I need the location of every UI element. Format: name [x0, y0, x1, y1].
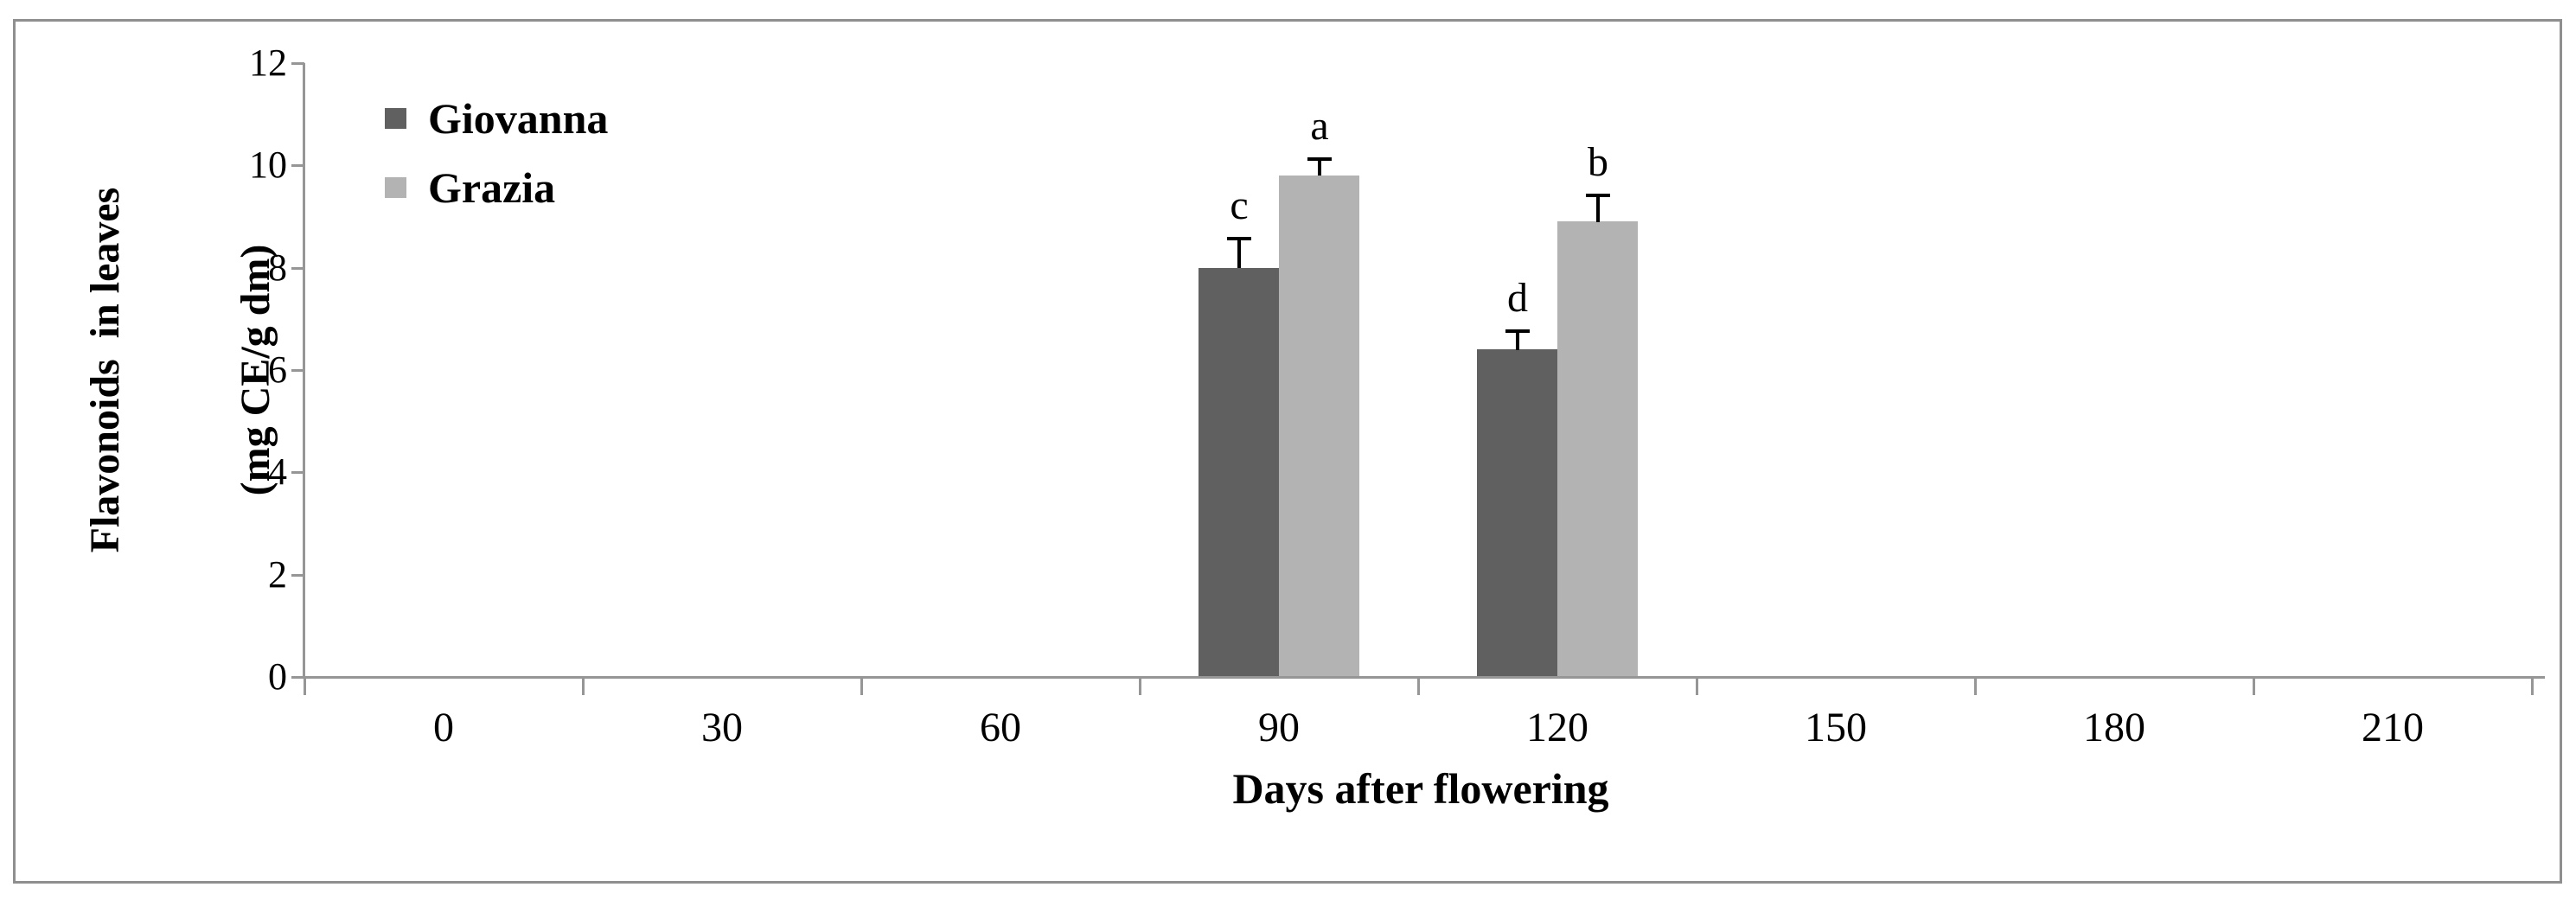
y-tick [291, 471, 304, 474]
bar-giovanna-120 [1477, 349, 1557, 677]
legend-item-grazia: Grazia [385, 165, 731, 212]
x-tick [582, 677, 585, 695]
y-tick-label-10: 10 [249, 144, 287, 186]
y-tick [291, 574, 304, 577]
legend-marker-grazia-icon [385, 177, 406, 198]
x-tick-label-0: 0 [433, 705, 454, 750]
significance-letter-d: d [1507, 275, 1528, 321]
error-bar-line [1318, 157, 1321, 176]
y-tick [291, 267, 304, 270]
x-tick [1139, 677, 1141, 695]
x-axis-title: Days after flowering [1232, 764, 1609, 813]
y-axis-title-line1: Flavonoids in leaves [82, 187, 128, 553]
x-tick [1417, 677, 1420, 695]
error-bar-cap [1227, 237, 1251, 240]
x-tick [860, 677, 863, 695]
x-tick [1974, 677, 1977, 695]
x-tick [304, 677, 306, 695]
error-bar-cap [1505, 329, 1530, 333]
x-tick-label-30: 30 [701, 705, 743, 750]
bar-grazia-120 [1557, 221, 1638, 677]
legend-item-giovanna: Giovanna [385, 96, 731, 143]
y-tick-label-12: 12 [249, 41, 287, 84]
y-tick [291, 62, 304, 65]
error-bar-line [1596, 194, 1600, 222]
significance-letter-b: b [1588, 139, 1608, 185]
error-bar-line [1237, 237, 1241, 268]
y-tick-label-0: 0 [268, 655, 287, 698]
x-tick [1696, 677, 1698, 695]
x-tick-label-210: 210 [2362, 705, 2424, 750]
x-tick-label-180: 180 [2083, 705, 2145, 750]
error-bar-line [1516, 329, 1519, 350]
significance-letter-c: c [1230, 182, 1249, 228]
y-tick-label-4: 4 [268, 450, 287, 493]
x-tick [2253, 677, 2255, 695]
y-tick-label-8: 8 [268, 246, 287, 289]
x-tick-label-60: 60 [980, 705, 1021, 750]
error-bar-cap [1586, 194, 1610, 197]
y-tick [291, 164, 304, 167]
y-tick [291, 676, 304, 679]
x-tick-label-90: 90 [1258, 705, 1300, 750]
y-tick [291, 369, 304, 372]
bar-grazia-90 [1279, 176, 1359, 677]
legend-label-grazia: Grazia [428, 163, 556, 212]
significance-letter-a: a [1310, 103, 1329, 149]
x-tick-label-120: 120 [1526, 705, 1588, 750]
y-tick-label-6: 6 [268, 348, 287, 391]
x-tick-label-150: 150 [1805, 705, 1867, 750]
legend-label-giovanna: Giovanna [428, 94, 609, 143]
x-tick [2531, 677, 2534, 695]
legend-marker-giovanna-icon [385, 108, 406, 129]
y-tick-label-2: 2 [268, 553, 287, 596]
error-bar-cap [1307, 157, 1332, 161]
bar-giovanna-90 [1199, 268, 1279, 677]
